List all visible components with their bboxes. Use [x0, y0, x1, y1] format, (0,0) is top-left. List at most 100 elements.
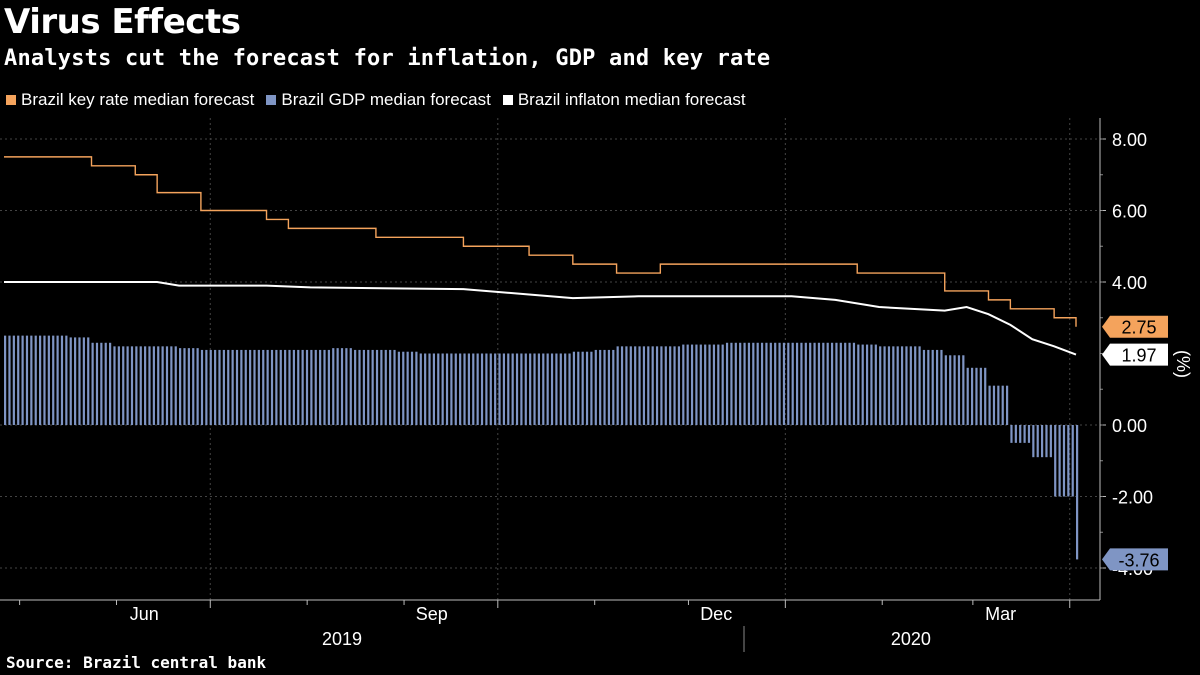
gdp-bar — [594, 349, 597, 425]
gdp-bar — [222, 349, 225, 425]
gdp-bar — [144, 346, 147, 425]
gdp-bar — [235, 349, 239, 425]
gdp-bar — [944, 355, 947, 425]
legend-item-inflation[interactable]: Brazil inflaton median forecast — [502, 90, 746, 110]
gdp-bar — [953, 355, 956, 425]
x-month-label: Mar — [985, 604, 1016, 624]
gdp-bar — [288, 349, 291, 425]
gdp-bar — [305, 349, 309, 425]
gdp-bar — [677, 346, 681, 425]
gdp-bar — [760, 342, 764, 425]
gdp-bar — [292, 349, 295, 425]
gdp-bar — [704, 344, 707, 425]
gdp-bar — [266, 349, 269, 425]
gdp-bar — [257, 349, 260, 425]
gdp-bar — [1071, 425, 1074, 497]
gdp-bar — [533, 353, 536, 425]
gdp-bar — [511, 353, 514, 425]
gdp-bar — [139, 346, 142, 425]
gdp-bar — [65, 335, 68, 425]
gdp-bar — [804, 342, 807, 425]
gdp-bar — [170, 346, 173, 425]
gdp-bar — [8, 335, 11, 425]
legend-item-key-rate[interactable]: Brazil key rate median forecast — [6, 90, 254, 110]
gdp-bar — [717, 344, 720, 425]
chart-subtitle: Analysts cut the forecast for inflation,… — [4, 46, 771, 71]
gdp-bar — [555, 353, 558, 425]
gdp-bar — [979, 367, 982, 425]
gdp-bar — [21, 335, 24, 425]
gdp-bar — [1001, 385, 1004, 425]
gdp-bar — [441, 353, 444, 425]
gdp-bar — [25, 335, 29, 425]
gdp-bar — [270, 349, 274, 425]
gdp-bar — [30, 335, 33, 425]
gdp-bar — [590, 351, 593, 425]
gdp-bar — [690, 344, 694, 425]
gdp-bar — [319, 349, 322, 425]
gdp-bar — [205, 349, 208, 425]
gdp-bar — [826, 342, 829, 425]
gdp-bar — [642, 346, 646, 425]
gdp-bar — [345, 348, 348, 425]
gdp-bar — [192, 348, 195, 425]
gdp-bar — [607, 349, 611, 425]
gdp-bar — [179, 348, 182, 425]
legend-swatch-inflation — [502, 95, 513, 105]
gdp-bar — [454, 353, 457, 425]
gdp-bar — [100, 342, 103, 425]
gdp-bar — [384, 349, 387, 425]
gdp-bar — [870, 344, 873, 425]
gdp-bar — [362, 349, 365, 425]
gdp-bar — [879, 346, 882, 425]
gdp-bar — [450, 353, 453, 425]
gdp-bar — [1067, 425, 1070, 497]
y-tick-label: 6.00 — [1112, 202, 1147, 222]
gdp-bar — [244, 349, 247, 425]
x-year-label: 2020 — [891, 629, 931, 649]
gdp-bar — [1023, 425, 1026, 443]
gdp-bar — [747, 342, 751, 425]
gdp-bar — [432, 353, 435, 425]
x-year-label: 2019 — [322, 629, 362, 649]
gdp-bar — [817, 342, 821, 425]
gdp-bar — [655, 346, 659, 425]
gdp-bar — [187, 348, 190, 425]
x-month-label: Jun — [130, 604, 159, 624]
gdp-bar — [445, 353, 449, 425]
legend-item-gdp[interactable]: Brazil GDP median forecast — [266, 90, 491, 110]
gdp-bar — [813, 342, 816, 425]
chart-title: Virus Effects — [4, 2, 241, 42]
gdp-bar — [1036, 425, 1039, 458]
gdp-bar — [647, 346, 650, 425]
gdp-bar — [463, 353, 466, 425]
gdp-bar — [524, 353, 527, 425]
gdp-bar — [214, 349, 217, 425]
gdp-bar — [559, 353, 562, 425]
gdp-bar — [1054, 425, 1057, 497]
gdp-bars — [4, 335, 1079, 560]
inflation-end-label-text: 1.97 — [1121, 346, 1156, 366]
gdp-bar — [332, 348, 335, 425]
gdp-bar — [231, 349, 234, 425]
x-month-label: Sep — [416, 604, 448, 624]
gdp-bar — [695, 344, 698, 425]
gdp-bar — [375, 349, 379, 425]
legend-label-gdp: Brazil GDP median forecast — [281, 90, 491, 109]
gdp-bar — [725, 342, 729, 425]
gdp-bar — [69, 337, 72, 425]
gdp-bar — [581, 351, 584, 425]
gdp-bar — [603, 349, 606, 425]
gdp-bar — [892, 346, 895, 425]
gdp-bar — [857, 344, 860, 425]
gdp-bar — [546, 353, 549, 425]
gdp-bar — [218, 349, 221, 425]
gdp-bar — [78, 337, 81, 425]
gdp-bar — [310, 349, 313, 425]
gdp-bar — [564, 353, 567, 425]
gdp-bar — [17, 335, 20, 425]
gdp-bar — [774, 342, 777, 425]
gdp-bar — [708, 344, 711, 425]
gdp-bar — [599, 349, 602, 425]
gdp-bar — [380, 349, 383, 425]
